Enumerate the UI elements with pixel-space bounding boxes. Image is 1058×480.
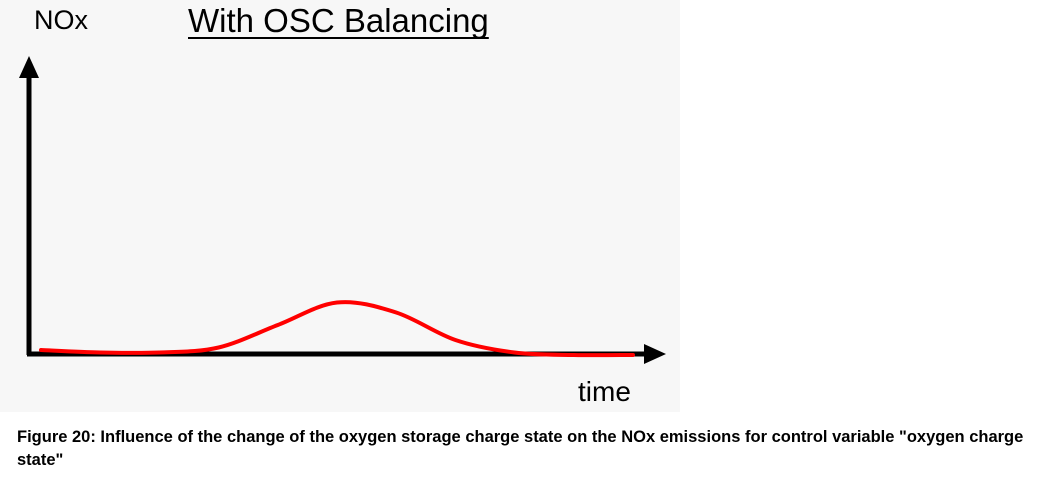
series-group: [39, 300, 635, 358]
figure-caption: Figure 20: Influence of the change of th…: [17, 428, 1024, 469]
plot-area: NOx With OSC Balancing time: [19, 2, 666, 407]
y-axis-label: NOx: [34, 5, 89, 35]
x-axis-arrowhead: [644, 344, 666, 364]
chart: NOx With OSC Balancing time: [19, 2, 666, 407]
y-axis-arrowhead: [19, 56, 39, 78]
chart-title: With OSC Balancing: [188, 2, 489, 39]
x-axis-label: time: [578, 376, 631, 407]
series-line-0: [39, 300, 635, 358]
